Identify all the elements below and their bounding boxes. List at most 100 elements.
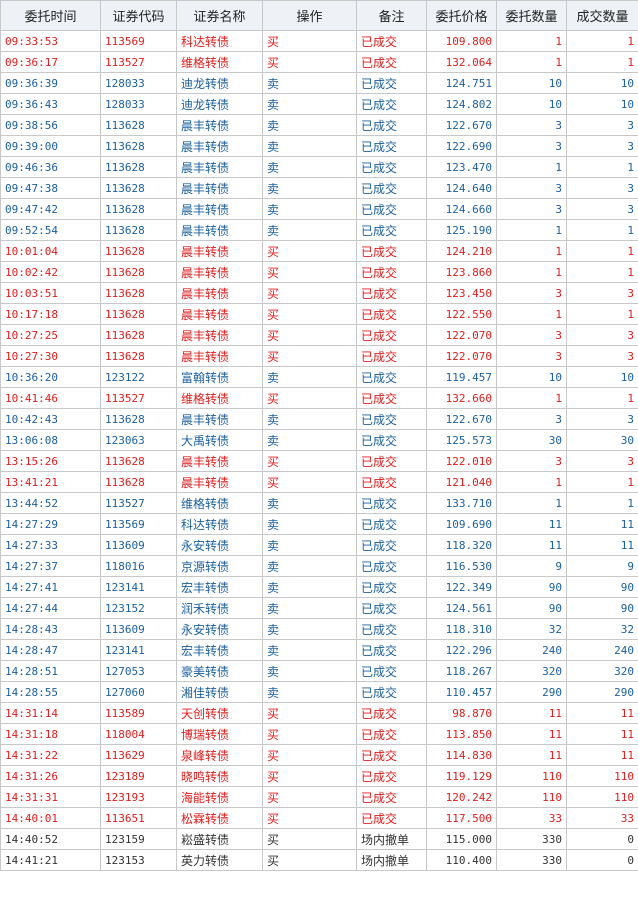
security-name-cell: 迪龙转债 <box>176 72 263 94</box>
order-quantity-cell: 1 <box>496 240 567 262</box>
table-row[interactable]: 10:27:25 113628 晨丰转债买已成交 122.070 3 3 <box>0 324 638 346</box>
order-time-cell: 10:36:20 <box>0 366 101 388</box>
table-row[interactable]: 09:46:36 113628 晨丰转债卖已成交 123.470 1 1 <box>0 156 638 178</box>
order-time-cell: 09:46:36 <box>0 156 101 178</box>
column-header-price[interactable]: 委托价格 <box>426 0 497 31</box>
table-row[interactable]: 10:02:42 113628 晨丰转债买已成交 123.860 1 1 <box>0 261 638 283</box>
table-row[interactable]: 10:17:18 113628 晨丰转债买已成交 122.550 1 1 <box>0 303 638 325</box>
operation-cell: 卖 <box>262 408 357 430</box>
operation-cell: 买 <box>262 765 357 787</box>
filled-quantity-cell: 1 <box>566 51 638 73</box>
table-row[interactable]: 14:31:14 113589 天创转债买已成交 98.870 11 11 <box>0 702 638 724</box>
table-row[interactable]: 14:41:21 123153 英力转债买场内撤单 110.400 330 0 <box>0 849 638 871</box>
order-time-cell: 14:31:14 <box>0 702 101 724</box>
order-price-cell: 119.457 <box>426 366 497 388</box>
column-header-quantity[interactable]: 委托数量 <box>496 0 567 31</box>
order-quantity-cell: 290 <box>496 681 567 703</box>
column-header-operation[interactable]: 操作 <box>262 0 357 31</box>
order-time-cell: 10:01:04 <box>0 240 101 262</box>
table-row[interactable]: 13:15:26 113628 晨丰转债买已成交 122.010 3 3 <box>0 450 638 472</box>
order-time-cell: 14:41:21 <box>0 849 101 871</box>
table-row[interactable]: 09:36:17 113527 维格转债买已成交 132.064 1 1 <box>0 51 638 73</box>
order-price-cell: 124.751 <box>426 72 497 94</box>
order-quantity-cell: 1 <box>496 303 567 325</box>
security-code-cell: 113628 <box>100 198 177 220</box>
table-row[interactable]: 09:52:54 113628 晨丰转债卖已成交 125.190 1 1 <box>0 219 638 241</box>
note-cell: 场内撤单 <box>356 828 427 850</box>
table-row[interactable]: 14:27:41 123141 宏丰转债卖已成交 122.349 90 90 <box>0 576 638 598</box>
note-cell: 场内撤单 <box>356 849 427 871</box>
table-row[interactable]: 14:28:47 123141 宏丰转债卖已成交 122.296 240 240 <box>0 639 638 661</box>
security-name-cell: 晨丰转债 <box>176 324 263 346</box>
table-row[interactable]: 14:31:18 118004 博瑞转债买已成交 113.850 11 11 <box>0 723 638 745</box>
operation-cell: 买 <box>262 240 357 262</box>
table-row[interactable]: 14:27:33 113609 永安转债卖已成交 118.320 11 11 <box>0 534 638 556</box>
table-row[interactable]: 09:38:56 113628 晨丰转债卖已成交 122.670 3 3 <box>0 114 638 136</box>
operation-cell: 卖 <box>262 513 357 535</box>
table-row[interactable]: 14:40:52 123159 崧盛转债买场内撤单 115.000 330 0 <box>0 828 638 850</box>
operation-cell: 卖 <box>262 681 357 703</box>
filled-quantity-cell: 1 <box>566 471 638 493</box>
operation-cell: 买 <box>262 450 357 472</box>
column-header-code[interactable]: 证券代码 <box>100 0 177 31</box>
table-row[interactable]: 10:41:46 113527 维格转债买已成交 132.660 1 1 <box>0 387 638 409</box>
table-row[interactable]: 10:01:04 113628 晨丰转债买已成交 124.210 1 1 <box>0 240 638 262</box>
table-row[interactable]: 09:39:00 113628 晨丰转债卖已成交 122.690 3 3 <box>0 135 638 157</box>
order-price-cell: 109.690 <box>426 513 497 535</box>
operation-cell: 卖 <box>262 576 357 598</box>
table-row[interactable]: 14:31:26 123189 晓鸣转债买已成交 119.129 110 110 <box>0 765 638 787</box>
operation-cell: 买 <box>262 786 357 808</box>
operation-cell: 卖 <box>262 135 357 157</box>
security-name-cell: 晨丰转债 <box>176 135 263 157</box>
security-name-cell: 永安转债 <box>176 534 263 556</box>
table-row[interactable]: 09:47:42 113628 晨丰转债卖已成交 124.660 3 3 <box>0 198 638 220</box>
security-name-cell: 京源转债 <box>176 555 263 577</box>
filled-quantity-cell: 11 <box>566 723 638 745</box>
table-row[interactable]: 13:06:08 123063 大禹转债卖已成交 125.573 30 30 <box>0 429 638 451</box>
security-code-cell: 123141 <box>100 639 177 661</box>
table-row[interactable]: 10:03:51 113628 晨丰转债买已成交 123.450 3 3 <box>0 282 638 304</box>
table-row[interactable]: 14:28:55 127060 湘佳转债卖已成交 110.457 290 290 <box>0 681 638 703</box>
table-row[interactable]: 10:42:43 113628 晨丰转债卖已成交 122.670 3 3 <box>0 408 638 430</box>
note-cell: 已成交 <box>356 723 427 745</box>
table-row[interactable]: 14:27:37 118016 京源转债卖已成交 116.530 9 9 <box>0 555 638 577</box>
note-cell: 已成交 <box>356 366 427 388</box>
table-row[interactable]: 09:33:53 113569 科达转债买已成交 109.800 1 1 <box>0 30 638 52</box>
table-row[interactable]: 10:27:30 113628 晨丰转债买已成交 122.070 3 3 <box>0 345 638 367</box>
filled-quantity-cell: 30 <box>566 429 638 451</box>
table-row[interactable]: 13:44:52 113527 维格转债卖已成交 133.710 1 1 <box>0 492 638 514</box>
note-cell: 已成交 <box>356 618 427 640</box>
column-header-filled[interactable]: 成交数量 <box>566 0 638 31</box>
order-quantity-cell: 10 <box>496 72 567 94</box>
order-price-cell: 122.690 <box>426 135 497 157</box>
table-row[interactable]: 14:28:43 113609 永安转债卖已成交 118.310 32 32 <box>0 618 638 640</box>
operation-cell: 卖 <box>262 156 357 178</box>
table-row[interactable]: 13:41:21 113628 晨丰转债买已成交 121.040 1 1 <box>0 471 638 493</box>
filled-quantity-cell: 3 <box>566 177 638 199</box>
order-time-cell: 09:52:54 <box>0 219 101 241</box>
note-cell: 已成交 <box>356 597 427 619</box>
column-header-note[interactable]: 备注 <box>356 0 427 31</box>
table-row[interactable]: 14:31:22 113629 泉峰转债买已成交 114.830 11 11 <box>0 744 638 766</box>
order-price-cell: 110.400 <box>426 849 497 871</box>
table-row[interactable]: 14:40:01 113651 松霖转债买已成交 117.500 33 33 <box>0 807 638 829</box>
table-row[interactable]: 09:47:38 113628 晨丰转债卖已成交 124.640 3 3 <box>0 177 638 199</box>
security-code-cell: 113629 <box>100 744 177 766</box>
order-price-cell: 123.470 <box>426 156 497 178</box>
column-header-time[interactable]: 委托时间 <box>0 0 101 31</box>
note-cell: 已成交 <box>356 765 427 787</box>
column-header-name[interactable]: 证券名称 <box>176 0 263 31</box>
table-row[interactable]: 14:27:29 113569 科达转债卖已成交 109.690 11 11 <box>0 513 638 535</box>
table-row[interactable]: 10:36:20 123122 富翰转债卖已成交 119.457 10 10 <box>0 366 638 388</box>
filled-quantity-cell: 1 <box>566 30 638 52</box>
filled-quantity-cell: 3 <box>566 282 638 304</box>
security-code-cell: 127053 <box>100 660 177 682</box>
note-cell: 已成交 <box>356 807 427 829</box>
operation-cell: 卖 <box>262 198 357 220</box>
order-price-cell: 122.349 <box>426 576 497 598</box>
table-row[interactable]: 14:31:31 123193 海能转债买已成交 120.242 110 110 <box>0 786 638 808</box>
table-row[interactable]: 09:36:43 128033 迪龙转债卖已成交 124.802 10 10 <box>0 93 638 115</box>
table-row[interactable]: 09:36:39 128033 迪龙转债卖已成交 124.751 10 10 <box>0 72 638 94</box>
table-row[interactable]: 14:27:44 123152 润禾转债卖已成交 124.561 90 90 <box>0 597 638 619</box>
table-row[interactable]: 14:28:51 127053 豪美转债卖已成交 118.267 320 320 <box>0 660 638 682</box>
